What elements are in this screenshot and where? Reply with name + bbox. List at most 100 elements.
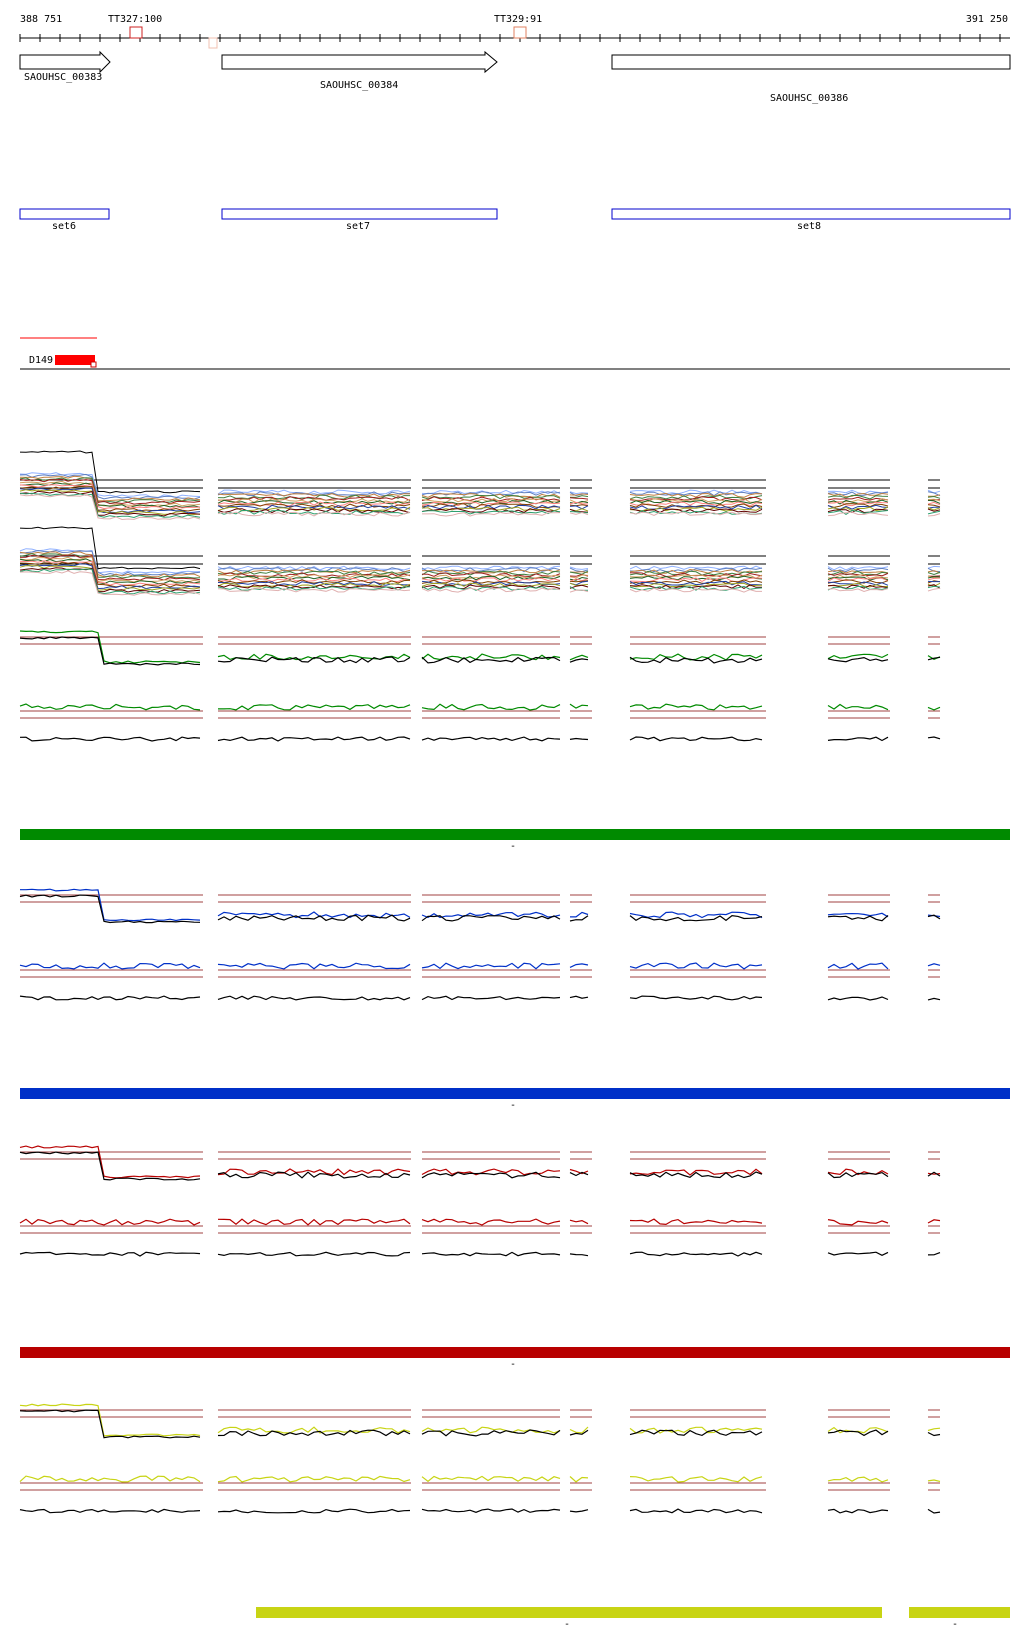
profile-line [827, 506, 889, 512]
profile-line [827, 585, 889, 591]
profile-line [19, 630, 201, 664]
profile-line [19, 703, 201, 711]
profile-line [927, 576, 941, 579]
set-label: set8 [797, 221, 821, 232]
blue-panel-upper [19, 888, 941, 924]
profile-line [629, 587, 762, 593]
set-box [611, 208, 1011, 220]
gene-box [611, 54, 1011, 70]
profile-line [19, 480, 201, 507]
profile-line [629, 568, 763, 574]
profile-line [927, 914, 941, 920]
profile-line [927, 504, 941, 508]
profile-line [421, 656, 561, 664]
profile-line [421, 489, 561, 495]
red-panel-lower [19, 1218, 941, 1257]
profile-line [827, 501, 889, 507]
profile-line [422, 511, 561, 517]
profile-line [19, 475, 201, 502]
condition-bar-blue[interactable]: - [20, 1088, 1010, 1111]
profile-line [629, 491, 763, 497]
terminator-marker-faint [208, 37, 218, 49]
feature-d149[interactable]: D149 [20, 337, 97, 368]
profile-line [421, 1171, 561, 1179]
profile-line [19, 548, 201, 574]
profile-line [217, 501, 411, 507]
profile-line [569, 580, 589, 583]
profile-line [569, 495, 589, 498]
profile-line [927, 656, 941, 661]
profile-line [927, 963, 941, 967]
condition-bar-green[interactable]: - [20, 829, 1010, 852]
profile-line [217, 1168, 411, 1176]
terminator-tt329[interactable]: TT329:91 [494, 14, 542, 39]
profile-line [569, 703, 589, 709]
profile-line [827, 1429, 889, 1437]
profile-line [629, 1218, 763, 1226]
profile-line [629, 579, 763, 585]
condition-bar-red[interactable]: - [20, 1347, 1010, 1370]
profile-line [827, 914, 889, 922]
profile-line [421, 915, 561, 922]
profile-line [421, 579, 561, 584]
profile-line [569, 995, 589, 999]
profile-line [421, 736, 561, 742]
profile-line [827, 572, 889, 577]
profile-line [629, 1508, 763, 1514]
profile-line [927, 1252, 941, 1256]
green-panel-lower [19, 703, 941, 742]
profile-line [629, 508, 763, 514]
profile-line [217, 1171, 411, 1179]
profile-line [569, 658, 589, 663]
profile-line [19, 492, 201, 519]
profile-line [827, 653, 889, 660]
set-8[interactable]: set8 [611, 208, 1011, 232]
profile-line [570, 911, 589, 918]
gene-saouhsc-00383[interactable]: SAOUHSC_00383 [19, 50, 111, 83]
profile-line [19, 568, 201, 595]
profile-line [19, 636, 201, 666]
profile-line [927, 1172, 941, 1175]
condition-bar-mark: - [510, 1100, 516, 1111]
profile-line [19, 736, 201, 742]
profile-line [827, 496, 889, 501]
profile-line [629, 492, 763, 498]
profile-line [421, 577, 561, 583]
gene-label: SAOUHSC_00383 [24, 72, 102, 83]
set-label: set7 [346, 221, 370, 232]
profile-line [569, 1171, 589, 1177]
profile-line [827, 656, 889, 663]
profile-line [569, 1253, 589, 1257]
profile-line [629, 653, 763, 661]
condition-bar-yellow[interactable]: - - [256, 1607, 1010, 1630]
overview-panel-2 [19, 526, 941, 596]
feature-label: D149 [29, 355, 53, 366]
profile-line [928, 494, 941, 497]
terminator-tt327[interactable]: TT327:100 [108, 14, 162, 39]
profile-line [927, 510, 941, 515]
profile-line [828, 581, 889, 586]
profile-line [629, 582, 763, 588]
profile-line [19, 565, 201, 591]
profile-line [19, 995, 201, 1001]
profile-line [19, 1251, 201, 1257]
profile-line [19, 553, 201, 580]
set-6[interactable]: set6 [19, 208, 110, 232]
red-panel-upper [19, 1145, 941, 1181]
profile-line [19, 962, 201, 970]
set-track: set6 set7 set8 [19, 208, 1011, 232]
profile-line [629, 585, 763, 591]
profile-line [19, 1218, 201, 1226]
profile-line [569, 578, 589, 582]
profile-line [629, 565, 763, 571]
profile-line [421, 567, 561, 573]
profile-line [827, 1219, 889, 1226]
profile-line [827, 1171, 889, 1179]
gene-saouhsc-00384[interactable]: SAOUHSC_00384 [221, 50, 498, 91]
profile-line [217, 581, 411, 586]
profile-line [217, 1426, 411, 1434]
profile-line [629, 736, 763, 742]
gene-saouhsc-00386[interactable]: SAOUHSC_00386 [611, 54, 1011, 104]
set-7[interactable]: set7 [221, 208, 498, 232]
profile-line [827, 736, 889, 742]
